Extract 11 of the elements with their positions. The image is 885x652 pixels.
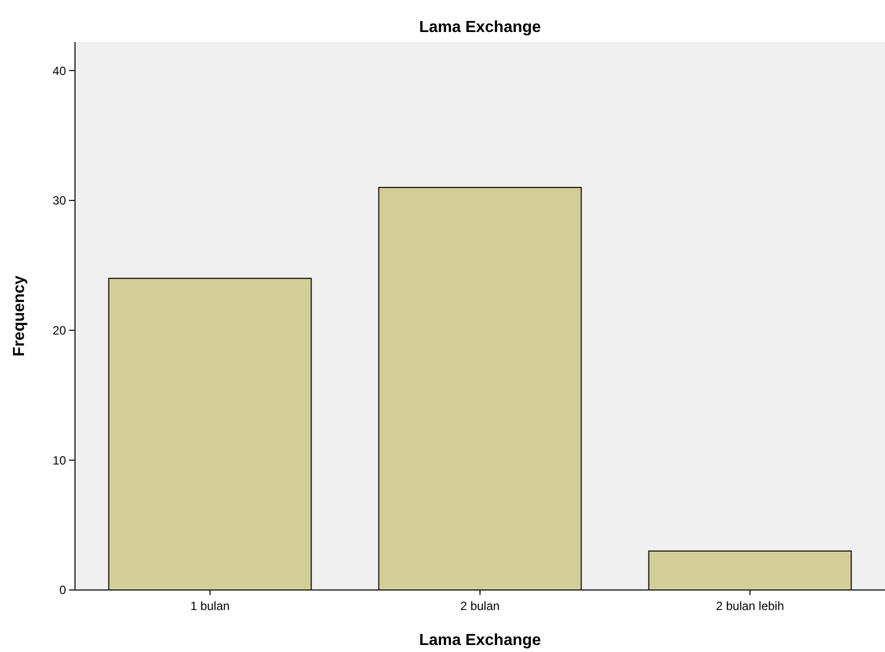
x-tick-label: 2 bulan	[460, 599, 500, 613]
y-tick-label: 20	[52, 323, 66, 338]
x-tick-label: 1 bulan	[190, 599, 230, 613]
x-tick-label: 2 bulan lebih	[716, 599, 784, 613]
chart-title: Lama Exchange	[419, 19, 542, 36]
x-axis-title: Lama Exchange	[419, 632, 542, 649]
y-tick-label: 40	[52, 64, 66, 78]
y-tick-label: 30	[52, 194, 66, 208]
y-tick-label: 10	[52, 453, 66, 468]
y-axis-title: Frequency	[11, 275, 28, 356]
y-tick-label: 0	[59, 583, 66, 598]
